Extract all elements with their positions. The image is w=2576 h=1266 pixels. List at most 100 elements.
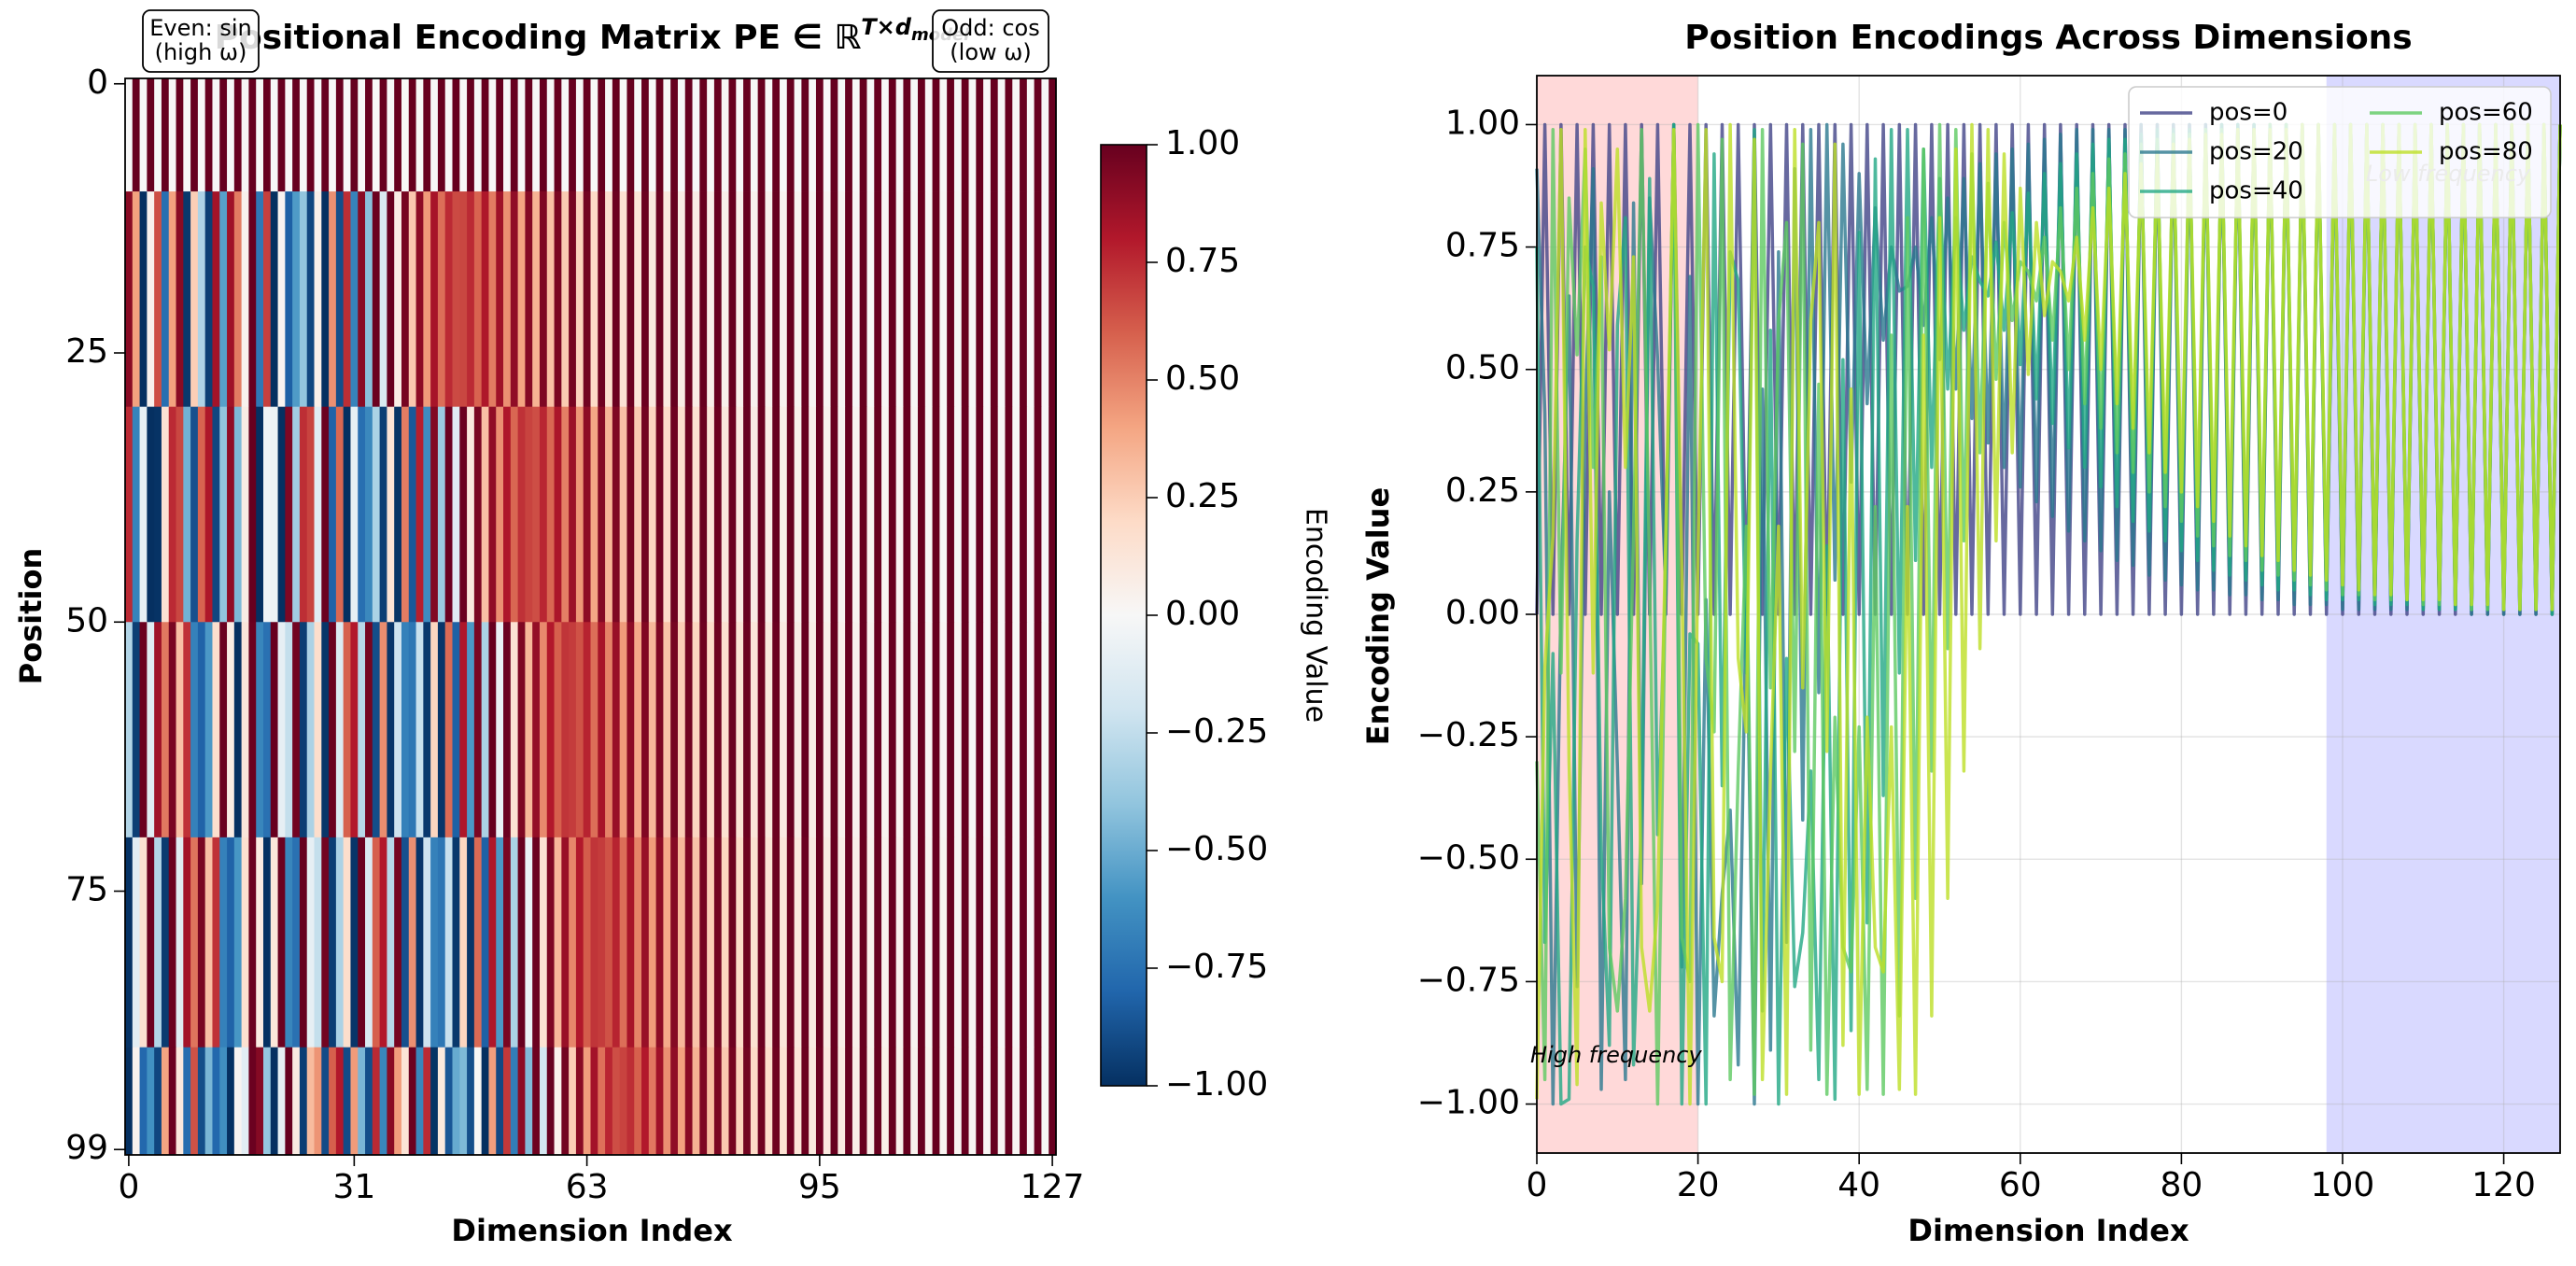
heatmap-cell <box>481 1047 489 1156</box>
heatmap-cell <box>750 837 759 1048</box>
heatmap-cell <box>262 622 272 838</box>
heatmap-cell <box>605 406 613 623</box>
heatmap-cell <box>809 191 817 408</box>
heatmap-cell <box>990 1047 999 1156</box>
heatmap-cell <box>575 837 584 1048</box>
heatmap-cell <box>939 622 948 838</box>
heatmap-cell <box>780 1047 788 1156</box>
heatmap-cell <box>277 406 286 623</box>
heatmap-cell <box>823 406 831 623</box>
heatmap-cell <box>365 78 373 192</box>
heatmap-cell <box>350 191 359 408</box>
heatmap-cell <box>204 1047 213 1156</box>
heatmap-cell <box>394 406 402 623</box>
heatmap-cell <box>539 191 548 408</box>
heatmap-cell <box>335 622 345 838</box>
heatmap-cell <box>895 1047 904 1156</box>
heatmap-cell <box>277 1047 286 1156</box>
heatmap-cell <box>736 1047 744 1156</box>
heatmap-cell <box>713 837 723 1048</box>
x-axis-label: Dimension Index <box>1907 1213 2189 1248</box>
heatmap-cell <box>619 837 627 1048</box>
heatmap-cell <box>387 1047 395 1156</box>
heatmap-cell <box>736 406 744 623</box>
heatmap-cell <box>554 622 562 838</box>
heatmap-cell <box>619 1047 627 1156</box>
heatmap-cell <box>881 191 890 408</box>
heatmap-cell <box>648 78 657 192</box>
heatmap-cell <box>262 406 272 623</box>
heatmap-cell <box>473 1047 483 1156</box>
heatmap-cell <box>663 78 671 192</box>
heatmap-cell <box>227 78 235 192</box>
heatmap-cell <box>372 406 381 623</box>
heatmap-cell <box>125 191 134 408</box>
heatmap-cell <box>372 191 381 408</box>
heatmap-cell <box>262 78 272 192</box>
heatmap-cell <box>699 406 708 623</box>
heatmap-cell <box>262 837 272 1048</box>
heatmap-cell <box>743 622 752 838</box>
title-main: Positional Encoding Matrix PE ∈ ℝ <box>215 19 862 57</box>
heatmap-cell <box>1041 191 1049 408</box>
heatmap-cell <box>953 1047 963 1156</box>
heatmap-cell <box>1005 191 1013 408</box>
heatmap-cell <box>292 406 301 623</box>
heatmap-cell <box>517 837 526 1048</box>
heatmap-cell <box>387 78 395 192</box>
heatmap-cell <box>365 191 373 408</box>
heatmap-cell <box>641 406 650 623</box>
heatmap-cell <box>1034 837 1042 1048</box>
heatmap-cell <box>903 191 911 408</box>
heatmap-cell <box>168 406 176 623</box>
heatmap-cell <box>387 837 395 1048</box>
heatmap-cell <box>467 406 475 623</box>
heatmap-cell <box>183 1047 191 1156</box>
heatmap-cell <box>321 622 330 838</box>
heatmap-cell <box>713 78 723 192</box>
heatmap-cell <box>721 837 729 1048</box>
heatmap-cell <box>154 622 162 838</box>
heatmap-cell <box>176 191 184 408</box>
heatmap-cell <box>903 406 911 623</box>
heatmap-cell <box>503 406 512 623</box>
heatmap-cell <box>132 837 140 1048</box>
heatmap-cell <box>830 191 838 408</box>
heatmap-cell <box>343 191 351 408</box>
x-axis-label: Dimension Index <box>451 1213 733 1248</box>
heatmap-cell <box>845 1047 853 1156</box>
heatmap-cell <box>684 622 693 838</box>
heatmap-cell <box>212 191 220 408</box>
heatmap-cell <box>132 406 140 623</box>
heatmap-cell <box>1049 406 1057 623</box>
heatmap-cell <box>765 78 773 192</box>
heatmap-cell <box>1026 1047 1035 1156</box>
heatmap-cell <box>634 622 642 838</box>
heatmap-cell <box>161 406 170 623</box>
heatmap-cell <box>394 78 402 192</box>
heatmap-cell <box>721 191 729 408</box>
heatmap-cell <box>866 78 875 192</box>
heatmap-cell <box>692 78 700 192</box>
heatmap-cell <box>648 191 657 408</box>
heatmap-cell <box>299 191 308 408</box>
heatmap-cell <box>648 406 657 623</box>
heatmap-cell <box>1041 1047 1049 1156</box>
heatmap-cell <box>968 191 977 408</box>
heatmap-cell <box>830 406 838 623</box>
heatmap-cell <box>299 622 308 838</box>
heatmap-cell <box>947 191 955 408</box>
heatmap-cell <box>677 191 686 408</box>
heatmap-cell <box>256 1047 264 1156</box>
heatmap-cell <box>976 191 984 408</box>
heatmap-cell <box>248 406 257 623</box>
heatmap-cell <box>437 406 446 623</box>
heatmap-cell <box>845 837 853 1048</box>
heatmap-cell <box>721 622 729 838</box>
heatmap-cell <box>815 837 824 1048</box>
heatmap-cell <box>335 78 345 192</box>
heatmap-cell <box>976 78 984 192</box>
heatmap-cell <box>350 1047 359 1156</box>
heatmap-cell <box>626 622 635 838</box>
heatmap-cell <box>510 191 519 408</box>
